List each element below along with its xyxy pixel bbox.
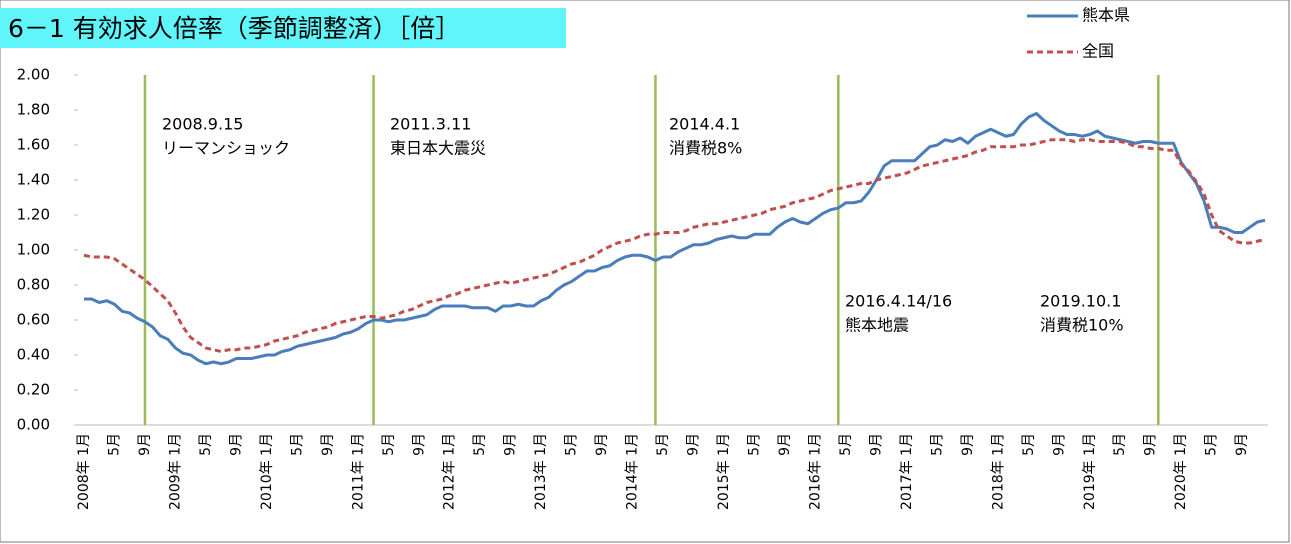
event-label: 2016.4.14/16	[845, 292, 952, 311]
event-label: 2008.9.15	[162, 115, 243, 134]
x-tick-label: 9月	[960, 433, 976, 456]
x-tick-label: 5月	[289, 433, 305, 456]
legend-label: 熊本県	[1082, 6, 1130, 25]
x-tick-label: 9月	[411, 433, 427, 456]
x-tick-label: 9月	[1143, 433, 1159, 456]
x-tick-label: 2011年 1月	[350, 433, 366, 510]
x-tick-label: 5月	[929, 433, 945, 456]
x-tick-label: 5月	[1112, 433, 1128, 456]
x-tick-label: 5月	[1021, 433, 1037, 456]
x-tick-label: 2020年 1月	[1173, 433, 1189, 510]
y-tick-label: 0.60	[17, 311, 50, 329]
x-tick-label: 9月	[777, 433, 793, 456]
y-tick-label: 0.00	[17, 416, 50, 434]
x-tick-label: 5月	[564, 433, 580, 456]
title-box	[0, 8, 566, 48]
x-tick-label: 5月	[472, 433, 488, 456]
x-tick-label: 2008年 1月	[76, 433, 92, 510]
y-tick-label: 0.20	[17, 381, 50, 399]
x-tick-label: 9月	[1051, 433, 1067, 456]
y-tick-label: 1.20	[17, 206, 50, 224]
chart-title: 6－1 有効求人倍率（季節調整済）［倍］	[8, 14, 460, 43]
event-label: 2014.4.1	[669, 115, 740, 134]
x-tick-label: 5月	[838, 433, 854, 456]
x-tick-label: 2015年 1月	[716, 433, 732, 510]
y-tick-label: 1.60	[17, 136, 50, 154]
event-label: 2011.3.11	[390, 115, 471, 134]
x-tick-label: 2012年 1月	[442, 433, 458, 510]
event-label: リーマンショック	[162, 139, 290, 158]
x-tick-label: 5月	[655, 433, 671, 456]
y-tick-label: 0.40	[17, 346, 50, 364]
y-tick-label: 1.40	[17, 171, 50, 189]
x-tick-label: 9月	[686, 433, 702, 456]
x-tick-label: 2009年 1月	[167, 433, 183, 510]
x-tick-label: 9月	[137, 433, 153, 456]
x-tick-label: 2010年 1月	[259, 433, 275, 510]
y-tick-label: 1.80	[17, 101, 50, 119]
y-tick-label: 2.00	[17, 66, 50, 84]
legend-label: 全国	[1082, 42, 1114, 61]
x-tick-label: 9月	[868, 433, 884, 456]
y-tick-label: 0.80	[17, 276, 50, 294]
x-tick-label: 5月	[747, 433, 763, 456]
event-label: 消費税10%	[1040, 316, 1124, 335]
x-tick-label: 9月	[320, 433, 336, 456]
x-tick-label: 2019年 1月	[1082, 433, 1098, 510]
x-tick-label: 2018年 1月	[990, 433, 1006, 510]
x-tick-label: 2013年 1月	[533, 433, 549, 510]
series-line	[83, 138, 1266, 353]
x-tick-label: 5月	[1204, 433, 1220, 456]
x-tick-label: 9月	[503, 433, 519, 456]
x-tick-label: 9月	[1234, 433, 1250, 456]
event-label: 東日本大震災	[390, 139, 486, 158]
x-tick-label: 9月	[228, 433, 244, 456]
x-tick-label: 2016年 1月	[807, 433, 823, 510]
x-tick-label: 5月	[198, 433, 214, 456]
x-tick-label: 5月	[106, 433, 122, 456]
series-line	[84, 112, 1266, 366]
x-tick-label: 2014年 1月	[625, 433, 641, 510]
event-label: 消費税8%	[669, 139, 742, 158]
x-tick-label: 5月	[381, 433, 397, 456]
y-tick-label: 1.00	[17, 241, 50, 259]
event-label: 熊本地震	[845, 316, 909, 335]
event-label: 2019.10.1	[1040, 292, 1121, 311]
x-tick-label: 2017年 1月	[899, 433, 915, 510]
x-tick-label: 9月	[594, 433, 610, 456]
